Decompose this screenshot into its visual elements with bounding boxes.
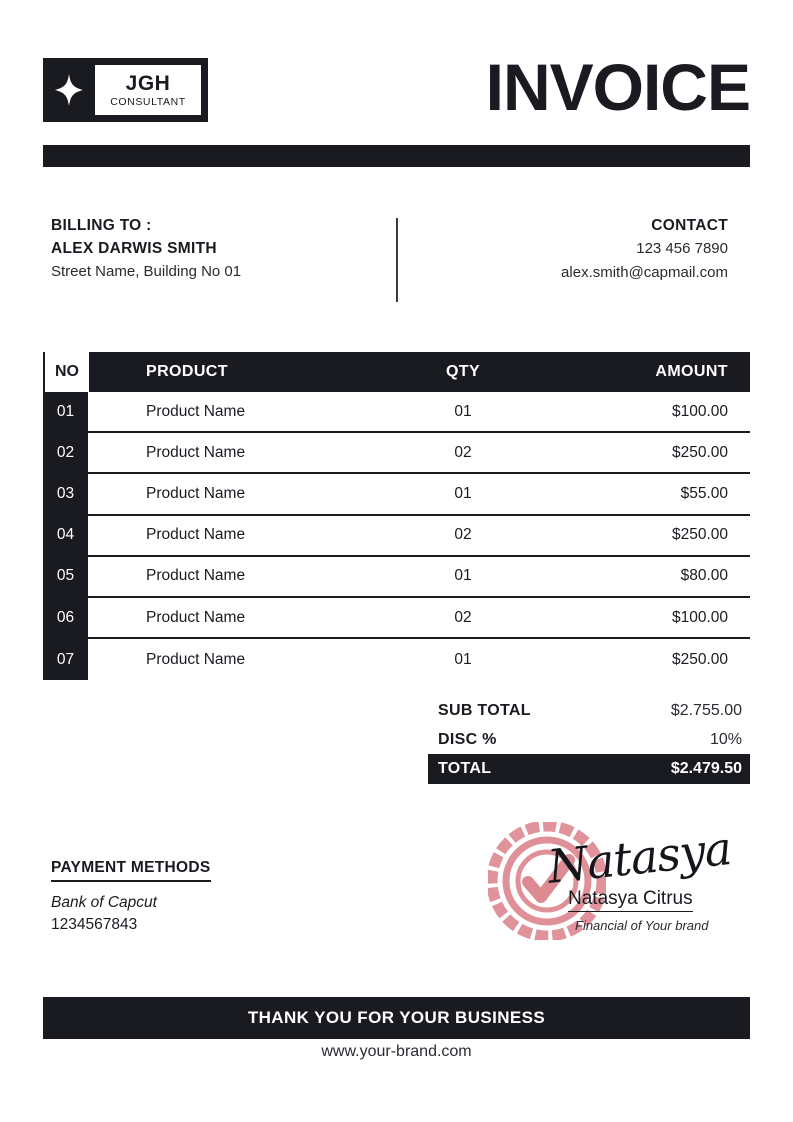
column-header-qty: QTY xyxy=(445,363,481,380)
row-amount: $250.00 xyxy=(671,526,728,544)
row-product: Product Name xyxy=(146,443,246,461)
row-qty: 01 xyxy=(454,567,472,585)
footer-website: www.your-brand.com xyxy=(321,1043,472,1060)
table-row: 03 Product Name 01 $55.00 xyxy=(57,474,750,516)
parties-section: BILLING TO : ALEX DARWIS SMITH Street Na… xyxy=(43,215,750,307)
signature-name: Natasya Citrus xyxy=(568,888,693,912)
footer-message: THANK YOU FOR YOUR BUSINESS xyxy=(247,1008,546,1027)
row-product: Product Name xyxy=(146,484,246,502)
discount-label: DISC % xyxy=(438,730,497,748)
signature-role: Financial of Your brand xyxy=(575,918,709,933)
row-product: Product Name xyxy=(146,526,246,544)
column-header-no: NO xyxy=(45,352,89,392)
row-qty: 02 xyxy=(454,526,472,544)
row-qty: 01 xyxy=(454,484,472,502)
vertical-divider xyxy=(396,218,398,302)
contact-block: CONTACT 123 456 7890 alex.smith@capmail.… xyxy=(561,215,728,285)
billing-customer-name: ALEX DARWIS SMITH xyxy=(51,240,217,257)
table-row: 01 Product Name 01 $100.00 xyxy=(57,392,750,434)
row-amount: $100.00 xyxy=(671,402,728,420)
row-number: 05 xyxy=(56,567,75,585)
subtotal-label: SUB TOTAL xyxy=(438,701,531,719)
column-header-amount: AMOUNT xyxy=(655,363,728,380)
signature-section: Natasya Natasya Citrus Financial of Your… xyxy=(480,818,750,948)
logo-text-box: JGH CONSULTANT xyxy=(95,65,201,115)
page-title: INVOICE xyxy=(485,50,751,124)
four-point-star-icon xyxy=(43,58,95,122)
header-accent-bar xyxy=(43,145,750,167)
logo-company-subtitle: CONSULTANT xyxy=(110,95,186,108)
row-number: 01 xyxy=(56,402,75,420)
subtotal-row: SUB TOTAL $2.755.00 xyxy=(428,696,750,725)
row-number: 06 xyxy=(56,608,75,626)
total-label: TOTAL xyxy=(438,760,492,777)
row-amount: $80.00 xyxy=(680,567,728,585)
column-header-product: PRODUCT xyxy=(146,363,228,380)
billing-block: BILLING TO : ALEX DARWIS SMITH Street Na… xyxy=(51,215,241,284)
row-product: Product Name xyxy=(146,608,246,626)
discount-value: 10% xyxy=(709,730,742,748)
row-amount: $250.00 xyxy=(671,650,728,668)
row-qty: 02 xyxy=(454,608,472,626)
total-row: TOTAL $2.479.50 xyxy=(428,754,750,784)
check-seal-stamp-icon xyxy=(486,820,608,942)
row-amount: $55.00 xyxy=(680,484,728,502)
line-items-table: NO PRODUCT QTY AMOUNT 01 Product Name 01… xyxy=(43,352,750,681)
billing-to-label: BILLING TO : xyxy=(51,217,152,234)
row-number: 02 xyxy=(56,443,75,461)
table-row: 02 Product Name 02 $250.00 xyxy=(57,433,750,475)
contact-label: CONTACT xyxy=(651,217,728,234)
row-qty: 02 xyxy=(454,443,472,461)
invoice-header: JGH CONSULTANT INVOICE xyxy=(43,54,751,128)
row-product: Product Name xyxy=(146,650,246,668)
logo-company-name: JGH xyxy=(125,71,171,95)
table-row: 04 Product Name 02 $250.00 xyxy=(57,515,750,557)
row-qty: 01 xyxy=(454,650,472,668)
row-amount: $250.00 xyxy=(671,443,728,461)
totals-section: SUB TOTAL $2.755.00 DISC % 10% TOTAL $2.… xyxy=(428,696,750,784)
total-value: $2.479.50 xyxy=(670,760,742,777)
row-number: 04 xyxy=(56,526,75,544)
payment-methods-section: PAYMENT METHODS Bank of Capcut 123456784… xyxy=(51,858,211,936)
subtotal-value: $2.755.00 xyxy=(670,701,742,719)
company-logo: JGH CONSULTANT xyxy=(43,58,208,122)
table-body: 01 Product Name 01 $100.00 02 Product Na… xyxy=(43,392,750,681)
contact-email: alex.smith@capmail.com xyxy=(561,264,728,281)
payment-methods-title: PAYMENT METHODS xyxy=(51,858,211,882)
row-number: 07 xyxy=(56,650,75,668)
row-qty: 01 xyxy=(454,402,472,420)
table-header-row: NO PRODUCT QTY AMOUNT xyxy=(43,352,750,392)
row-product: Product Name xyxy=(146,567,246,585)
discount-row: DISC % 10% xyxy=(428,725,750,754)
row-amount: $100.00 xyxy=(671,608,728,626)
table-row: 06 Product Name 02 $100.00 xyxy=(57,597,750,640)
table-row: 05 Product Name 01 $80.00 xyxy=(57,556,750,598)
footer-bar: THANK YOU FOR YOUR BUSINESS xyxy=(43,997,750,1039)
table-row: 07 Product Name 01 $250.00 xyxy=(57,639,750,681)
billing-address: Street Name, Building No 01 xyxy=(51,263,242,280)
payment-bank-name: Bank of Capcut xyxy=(51,894,157,911)
row-product: Product Name xyxy=(146,402,246,420)
row-number: 03 xyxy=(56,484,75,502)
payment-account-number: 1234567843 xyxy=(51,916,138,933)
contact-phone: 123 456 7890 xyxy=(636,240,728,257)
